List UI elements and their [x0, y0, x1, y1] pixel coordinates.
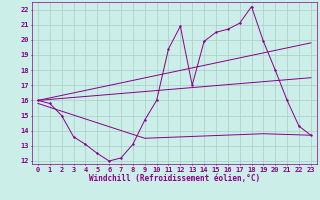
X-axis label: Windchill (Refroidissement éolien,°C): Windchill (Refroidissement éolien,°C) [89, 174, 260, 183]
